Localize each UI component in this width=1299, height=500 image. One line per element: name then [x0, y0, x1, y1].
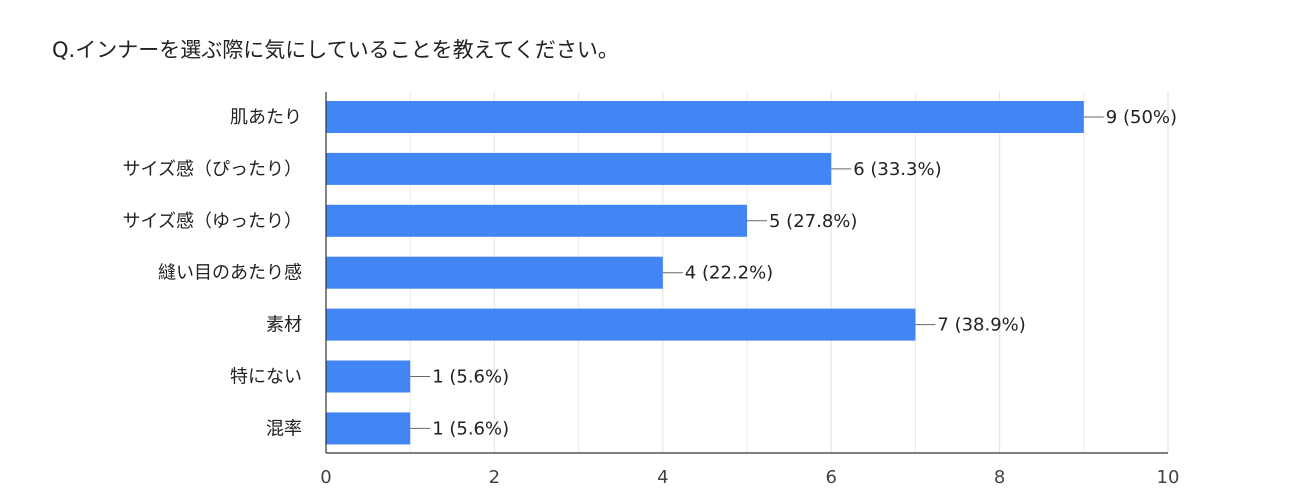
- x-tick-label-2: 2: [489, 467, 500, 488]
- x-tick-label-10: 10: [1157, 467, 1180, 488]
- category-label-3: 縫い目のあたり感: [158, 263, 302, 284]
- x-tick-label-4: 4: [657, 467, 668, 488]
- data-label-1: 6 (33.3%): [853, 159, 941, 180]
- data-label-3: 4 (22.2%): [685, 263, 773, 284]
- bar-4: [326, 308, 916, 341]
- x-tick-label-0: 0: [320, 467, 331, 488]
- bar-6: [326, 412, 411, 445]
- bar-2: [326, 204, 747, 237]
- axes: 0 2 4 6 8 10: [320, 92, 1179, 488]
- category-label-5: 特にない: [230, 367, 302, 388]
- labels: 9 (50%) 肌あたり 6 (33.3%) サイズ感（ぴったり） 5 (27.8%) サ…: [123, 107, 1178, 439]
- data-label-0: 9 (50%): [1106, 107, 1177, 128]
- bar-5: [326, 360, 411, 393]
- data-label-4: 7 (38.9%): [937, 315, 1025, 336]
- data-label-5: 1 (5.6%): [432, 367, 509, 388]
- x-tick-label-6: 6: [825, 467, 836, 488]
- category-label-2: サイズ感（ゆったり）: [123, 211, 302, 232]
- x-tick-label-8: 8: [994, 467, 1005, 488]
- bars: [326, 101, 1084, 445]
- data-label-6: 1 (5.6%): [432, 418, 509, 439]
- category-label-0: 肌あたり: [230, 107, 302, 128]
- bar-0: [326, 101, 1084, 133]
- bar-3: [326, 256, 663, 289]
- category-label-4: 素材: [266, 315, 302, 336]
- bar-1: [326, 152, 832, 185]
- data-label-2: 5 (27.8%): [769, 211, 857, 232]
- category-label-1: サイズ感（ぴったり）: [123, 159, 302, 180]
- chart-title: Q.インナーを選ぶ際に気にしていることを教えてください。: [52, 38, 619, 62]
- category-label-6: 混率: [266, 418, 302, 439]
